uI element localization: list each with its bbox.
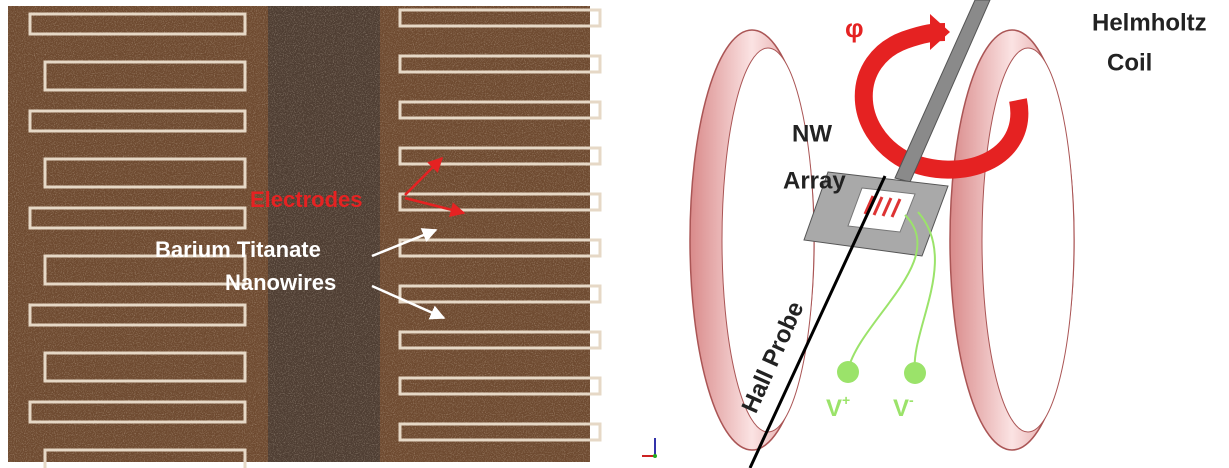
- label: Helmholtz: [1092, 9, 1207, 36]
- micrograph: Electrodes Barium Titanate Nanowires: [8, 6, 600, 468]
- coil-ring-inner: [982, 48, 1074, 432]
- terminal: [904, 362, 926, 384]
- figure: Electrodes Barium Titanate Nanowires φ H…: [0, 0, 1229, 468]
- label: Barium Titanate: [155, 237, 321, 262]
- label: V-: [893, 392, 914, 423]
- terminal: [837, 361, 859, 383]
- label: Coil: [1107, 49, 1152, 76]
- label-sup: -: [909, 392, 914, 408]
- label: Electrodes: [250, 187, 363, 212]
- setup-diagram: φ Helmholtz Coil NW Array Hall Probe V+ …: [642, 0, 1207, 468]
- rotation-arrowhead: [930, 14, 950, 50]
- label: Array: [783, 167, 846, 194]
- label: φ: [845, 13, 864, 43]
- label: V+: [826, 392, 850, 423]
- label-base: V: [893, 395, 909, 422]
- axis-icon: [642, 438, 657, 458]
- page: {"photo": {"electrodes": "Electrodes", "…: [0, 0, 1229, 468]
- label-base: V: [826, 395, 842, 422]
- label: Nanowires: [225, 270, 336, 295]
- label-sup: +: [842, 392, 850, 408]
- label: NW: [792, 120, 832, 147]
